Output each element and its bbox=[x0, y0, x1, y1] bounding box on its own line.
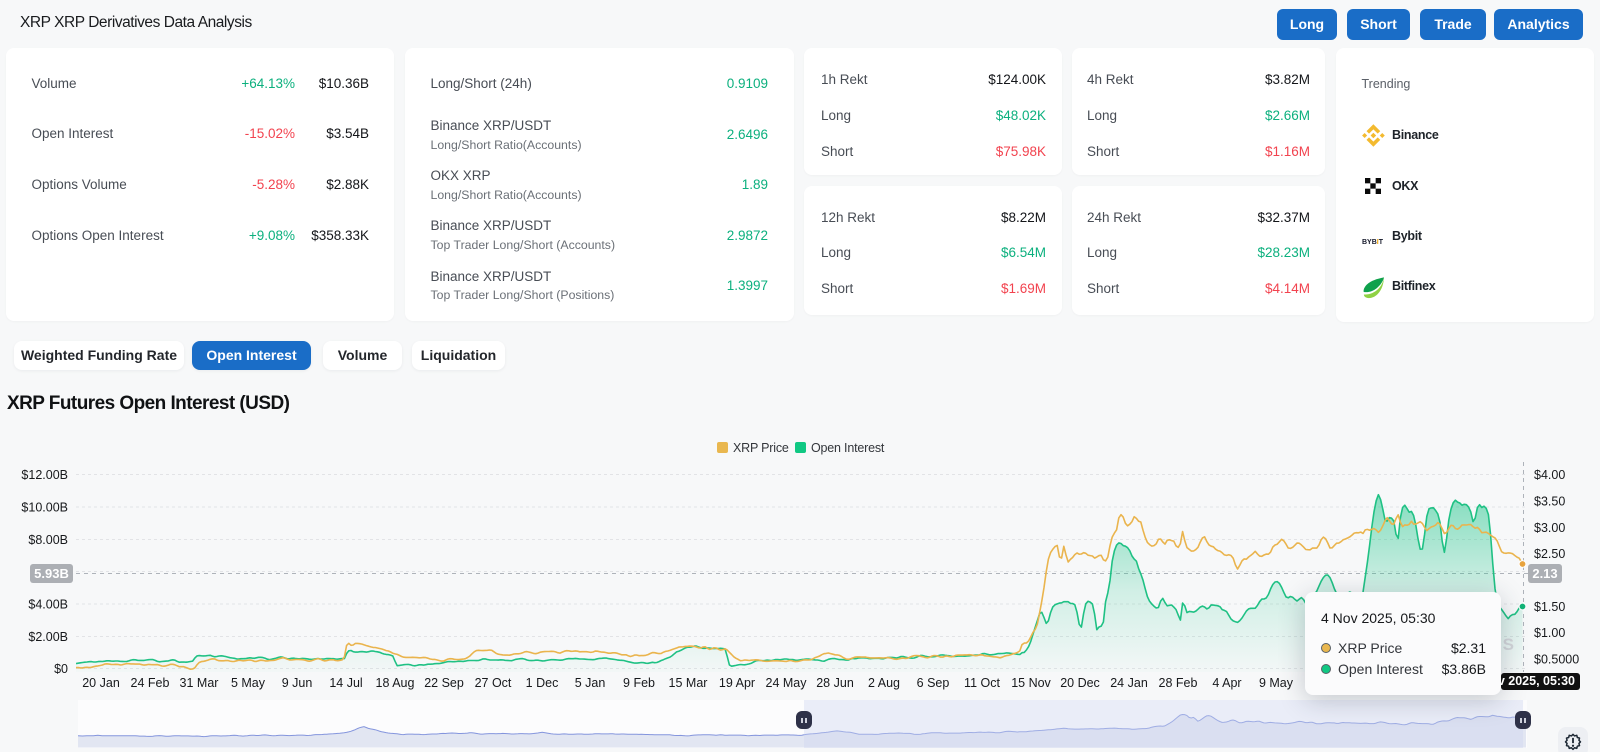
svg-text:5 May: 5 May bbox=[231, 676, 266, 690]
svg-text:27 Oct: 27 Oct bbox=[475, 676, 512, 690]
svg-text:XRP Price: XRP Price bbox=[733, 441, 789, 455]
svg-text:$4.00: $4.00 bbox=[1534, 468, 1565, 482]
svg-text:2 Aug: 2 Aug bbox=[868, 676, 900, 690]
svg-text:Open Interest: Open Interest bbox=[811, 441, 885, 455]
svg-text:BYBIT: BYBIT bbox=[1362, 239, 1384, 245]
svg-text:$0.5000: $0.5000 bbox=[1534, 653, 1579, 667]
svg-text:$10.00B: $10.00B bbox=[21, 501, 68, 515]
svg-text:24 Jan: 24 Jan bbox=[1110, 676, 1148, 690]
svg-text:5 Jan: 5 Jan bbox=[575, 676, 606, 690]
svg-text:18 Aug: 18 Aug bbox=[376, 676, 415, 690]
svg-text:15 Nov: 15 Nov bbox=[1011, 676, 1051, 690]
svg-text:$8.00B: $8.00B bbox=[28, 533, 68, 547]
svg-text:$12.00B: $12.00B bbox=[21, 468, 68, 482]
svg-text:9 Feb: 9 Feb bbox=[623, 676, 655, 690]
svg-text:$3.50: $3.50 bbox=[1534, 495, 1565, 509]
svg-text:22 Sep: 22 Sep bbox=[424, 676, 464, 690]
svg-text:28 Feb: 28 Feb bbox=[1159, 676, 1198, 690]
svg-text:9 May: 9 May bbox=[1259, 676, 1294, 690]
svg-text:24 Feb: 24 Feb bbox=[131, 676, 170, 690]
svg-text:$3.00: $3.00 bbox=[1534, 521, 1565, 535]
svg-text:19 Apr: 19 Apr bbox=[719, 676, 755, 690]
svg-text:4 Apr: 4 Apr bbox=[1212, 676, 1241, 690]
svg-text:$2.50: $2.50 bbox=[1534, 547, 1565, 561]
svg-text:$1.50: $1.50 bbox=[1534, 600, 1565, 614]
svg-text:11 Oct: 11 Oct bbox=[964, 676, 1000, 690]
svg-text:24 May: 24 May bbox=[766, 676, 808, 690]
svg-text:$0: $0 bbox=[54, 662, 68, 676]
svg-text:14 Jul: 14 Jul bbox=[329, 676, 362, 690]
svg-text:20 Jan: 20 Jan bbox=[82, 676, 120, 690]
svg-text:15 Mar: 15 Mar bbox=[669, 676, 708, 690]
svg-text:9 Jun: 9 Jun bbox=[282, 676, 313, 690]
svg-text:28 Jun: 28 Jun bbox=[816, 676, 854, 690]
svg-text:1 Dec: 1 Dec bbox=[526, 676, 559, 690]
svg-text:6 Sep: 6 Sep bbox=[917, 676, 950, 690]
svg-text:31 Mar: 31 Mar bbox=[180, 676, 219, 690]
svg-text:$2.00B: $2.00B bbox=[28, 630, 68, 644]
svg-text:$4.00B: $4.00B bbox=[28, 598, 68, 612]
svg-text:$1.00: $1.00 bbox=[1534, 626, 1565, 640]
svg-text:20 Dec: 20 Dec bbox=[1060, 676, 1100, 690]
